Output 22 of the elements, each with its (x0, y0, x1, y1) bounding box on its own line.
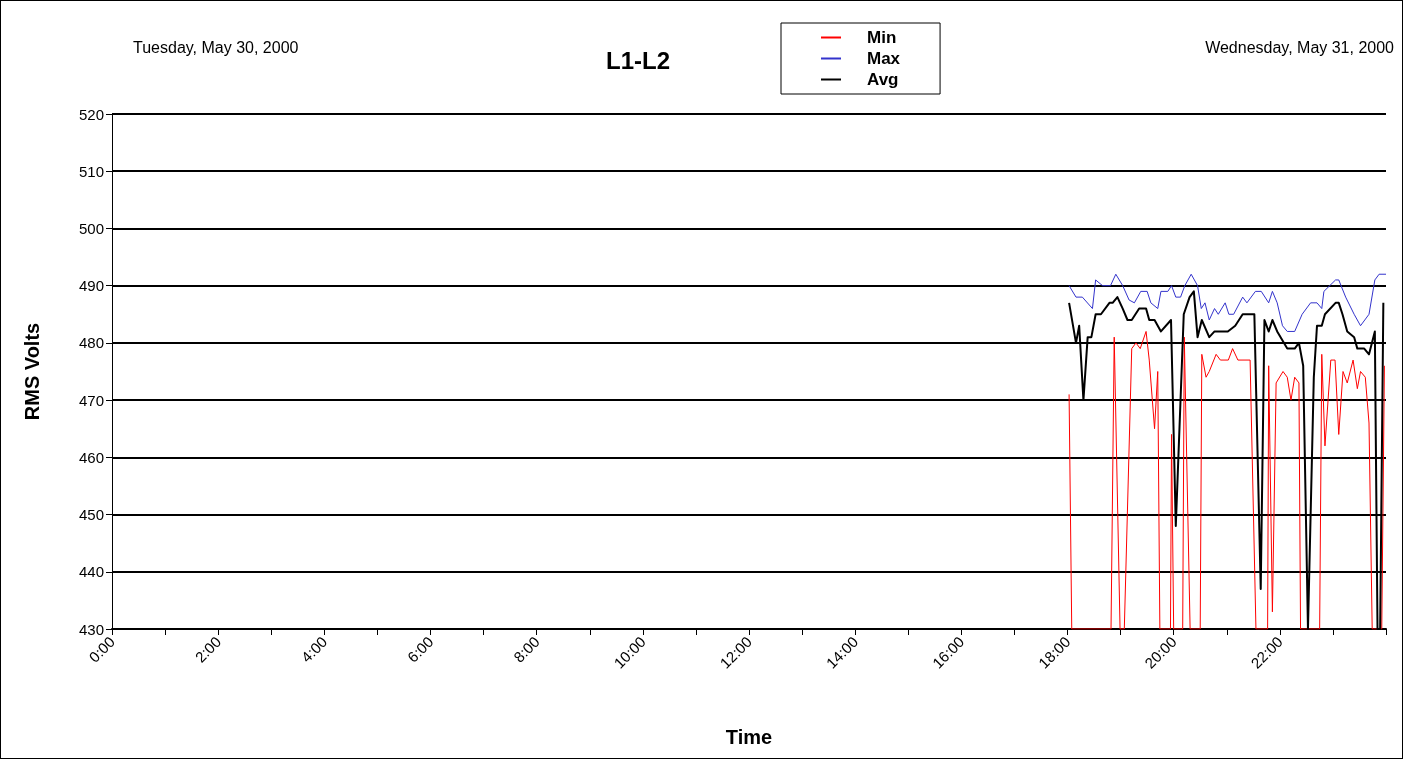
x-tick-label: 6:00 (403, 632, 437, 666)
y-tick-label: 460 (78, 448, 104, 466)
y-tick-label: 510 (78, 162, 104, 180)
x-tick-label: 8:00 (510, 632, 543, 666)
y-tick-label: 500 (78, 219, 104, 237)
x-axis-title: Time (725, 726, 773, 748)
legend-label: Max (867, 49, 901, 68)
y-axis-title: RMS Volts (21, 322, 43, 421)
chart-title: L1-L2 (606, 46, 671, 74)
line-series (1068, 273, 1387, 332)
x-tick-label: 4:00 (297, 632, 331, 666)
y-tick-label: 470 (78, 391, 104, 409)
legend-label: Min (867, 28, 897, 47)
text: Wednesday, May 31, 2000 (1205, 38, 1395, 56)
legend-label: Avg (867, 70, 899, 89)
text: Tuesday, May 30, 2000 (133, 38, 299, 56)
y-tick-label: 430 (78, 620, 104, 638)
y-tick-label: 520 (78, 105, 104, 123)
y-tick-label: 490 (78, 277, 104, 295)
y-tick-label: 440 (78, 563, 104, 581)
y-tick-label: 450 (78, 506, 104, 524)
y-tick-label: 480 (78, 334, 104, 352)
